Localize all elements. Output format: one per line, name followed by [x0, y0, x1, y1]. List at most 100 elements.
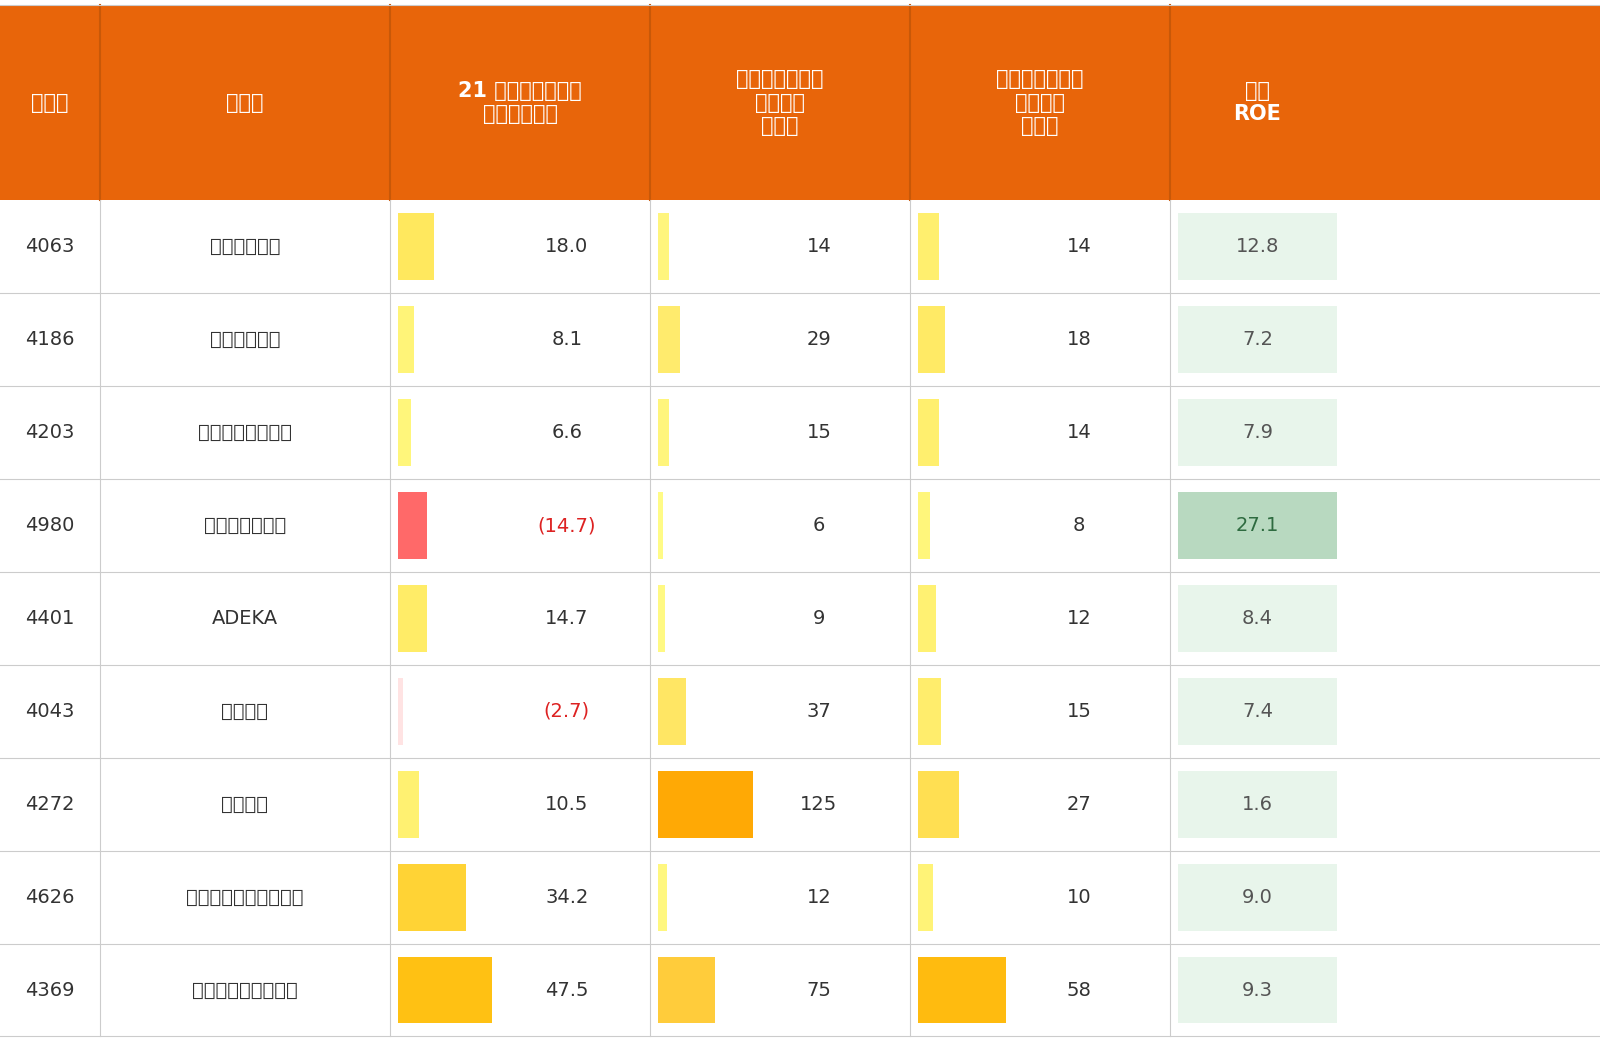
Text: 18: 18 — [1067, 331, 1091, 350]
Text: 12: 12 — [806, 888, 832, 907]
Text: 15: 15 — [1067, 702, 1091, 721]
Text: 21 日終値から目標
株価との乖離: 21 日終値から目標 株価との乖離 — [458, 81, 582, 125]
Bar — [398, 213, 434, 280]
Text: 今期営業利益成
長率予想
（％）: 今期営業利益成 長率予想 （％） — [736, 70, 824, 136]
Text: 4980: 4980 — [26, 516, 75, 535]
Text: 4063: 4063 — [26, 238, 75, 257]
Text: 住友ベークライト: 住友ベークライト — [198, 423, 291, 442]
Text: 4401: 4401 — [26, 609, 75, 628]
Bar — [1178, 771, 1338, 837]
Bar — [918, 399, 939, 466]
Bar — [398, 492, 427, 559]
Bar — [1178, 492, 1338, 559]
Text: 9: 9 — [813, 609, 826, 628]
Text: 4626: 4626 — [26, 888, 75, 907]
Text: 14: 14 — [1067, 423, 1091, 442]
Bar — [918, 306, 946, 373]
Text: 12: 12 — [1067, 609, 1091, 628]
Text: 10.5: 10.5 — [546, 795, 589, 814]
Bar — [658, 585, 666, 652]
Text: 75: 75 — [806, 981, 832, 999]
Bar — [1178, 585, 1338, 652]
Bar — [0, 386, 1600, 479]
Bar — [398, 771, 419, 837]
Bar — [398, 585, 427, 652]
Text: 4203: 4203 — [26, 423, 75, 442]
Bar — [918, 585, 936, 652]
Bar — [0, 851, 1600, 944]
Bar — [1178, 678, 1338, 744]
Text: 9.3: 9.3 — [1242, 981, 1274, 999]
Bar — [1178, 399, 1338, 466]
Text: 7.2: 7.2 — [1242, 331, 1274, 350]
Text: 10: 10 — [1067, 888, 1091, 907]
Text: 4272: 4272 — [26, 795, 75, 814]
Text: 58: 58 — [1067, 981, 1091, 999]
Bar — [658, 678, 686, 744]
Bar — [1178, 306, 1338, 373]
Text: 6.6: 6.6 — [552, 423, 582, 442]
Bar — [658, 957, 715, 1023]
Text: 47.5: 47.5 — [546, 981, 589, 999]
Bar — [0, 572, 1600, 665]
Text: 8: 8 — [1074, 516, 1085, 535]
Bar — [918, 492, 930, 559]
Bar — [658, 306, 680, 373]
Bar — [398, 678, 403, 744]
Text: 15: 15 — [806, 423, 832, 442]
Text: コード: コード — [32, 93, 69, 113]
Text: 銘柄名: 銘柄名 — [226, 93, 264, 113]
Text: 12.8: 12.8 — [1235, 238, 1278, 257]
Bar — [0, 479, 1600, 572]
Bar — [398, 399, 411, 466]
Bar — [398, 957, 493, 1023]
Text: (14.7): (14.7) — [538, 516, 597, 535]
Text: 14: 14 — [1067, 238, 1091, 257]
Bar — [658, 771, 754, 837]
Text: 6: 6 — [813, 516, 826, 535]
Bar — [398, 306, 414, 373]
Bar — [0, 665, 1600, 758]
Bar — [1178, 957, 1338, 1023]
Text: 14: 14 — [806, 238, 832, 257]
Text: 18.0: 18.0 — [546, 238, 589, 257]
Text: 4186: 4186 — [26, 331, 75, 350]
Bar — [658, 399, 669, 466]
Bar — [0, 5, 1600, 201]
Bar — [918, 957, 1006, 1023]
Text: 8.1: 8.1 — [552, 331, 582, 350]
Bar — [1178, 213, 1338, 280]
Bar — [1178, 864, 1338, 930]
Bar — [0, 944, 1600, 1036]
Text: 4369: 4369 — [26, 981, 75, 999]
Text: (2.7): (2.7) — [544, 702, 590, 721]
Text: 9.0: 9.0 — [1242, 888, 1274, 907]
Text: デクセリアルズ: デクセリアルズ — [203, 516, 286, 535]
Bar — [0, 758, 1600, 851]
Bar — [0, 201, 1600, 294]
Text: 7.4: 7.4 — [1242, 702, 1274, 721]
Text: 27: 27 — [1067, 795, 1091, 814]
Text: トリケミカル研究所: トリケミカル研究所 — [192, 981, 298, 999]
Text: 東京応化工業: 東京応化工業 — [210, 331, 280, 350]
Text: 27.1: 27.1 — [1235, 516, 1278, 535]
Text: 37: 37 — [806, 702, 832, 721]
Text: 14.7: 14.7 — [546, 609, 589, 628]
Text: 1.6: 1.6 — [1242, 795, 1274, 814]
Text: 実績
ROE: 実績 ROE — [1234, 81, 1282, 125]
Text: 日本化薬: 日本化薬 — [221, 795, 269, 814]
Text: 34.2: 34.2 — [546, 888, 589, 907]
Text: 4043: 4043 — [26, 702, 75, 721]
Text: 太陽ホールディングス: 太陽ホールディングス — [186, 888, 304, 907]
Bar — [658, 864, 667, 930]
Bar — [918, 864, 933, 930]
Text: 次期営業利益成
長率予想
（％）: 次期営業利益成 長率予想 （％） — [997, 70, 1083, 136]
Text: 信越化学工業: 信越化学工業 — [210, 238, 280, 257]
Bar — [918, 678, 941, 744]
Bar — [658, 213, 669, 280]
Bar — [658, 492, 662, 559]
Bar — [918, 771, 958, 837]
Bar — [398, 864, 466, 930]
Text: ADEKA: ADEKA — [211, 609, 278, 628]
Text: 8.4: 8.4 — [1242, 609, 1274, 628]
